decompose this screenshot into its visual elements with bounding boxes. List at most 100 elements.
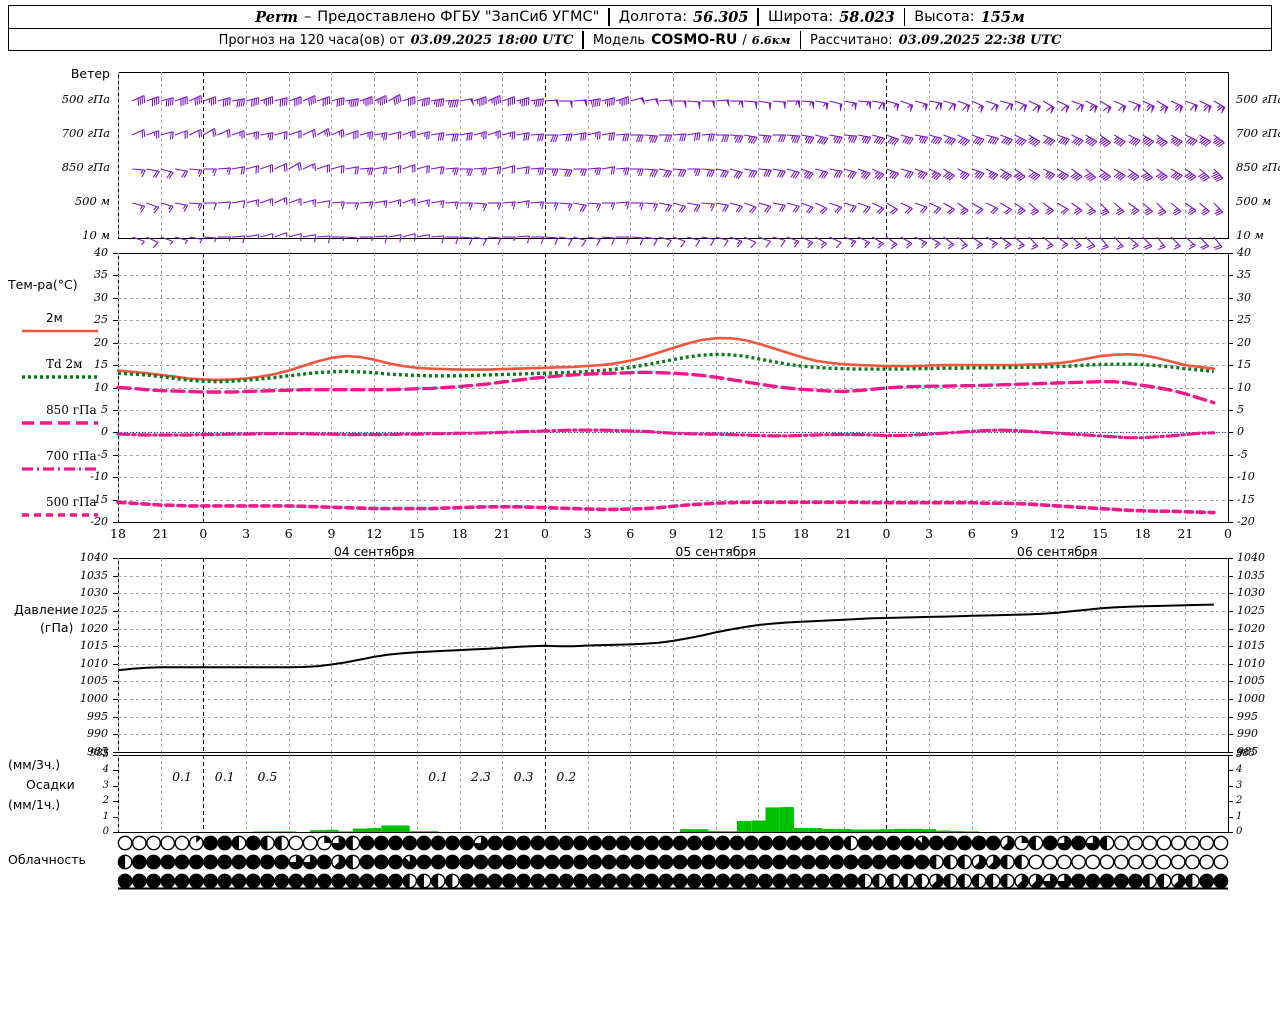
precip-bar bbox=[310, 830, 325, 832]
precip-bar bbox=[409, 831, 424, 832]
time-tick-17: 21 bbox=[835, 526, 852, 541]
pres-ytick-left-1005: 1005 bbox=[80, 673, 108, 687]
temp-ytick-left-5: 5 bbox=[101, 402, 108, 416]
time-tick-13: 9 bbox=[669, 526, 677, 541]
time-tick-16: 18 bbox=[793, 526, 810, 541]
pressure-panel-title: Давление bbox=[14, 601, 79, 617]
wind-level-label-left-4: 10 м bbox=[82, 228, 110, 242]
precip-ytick-right-2: 2 bbox=[1236, 794, 1243, 806]
latitude-label: Широта: bbox=[767, 9, 834, 25]
pres-ytick-right-1005: 1005 bbox=[1237, 673, 1265, 687]
time-tick-4: 6 bbox=[284, 526, 293, 541]
precip-bar bbox=[822, 828, 837, 832]
header-divider-1 bbox=[608, 8, 610, 26]
temp-ytick-right--10: -10 bbox=[1237, 469, 1255, 483]
temp-legend-label-1: Td 2м bbox=[46, 357, 83, 371]
precip-bar bbox=[381, 825, 396, 832]
temp-ytick-right--5: -5 bbox=[1237, 447, 1248, 461]
temp-ytick-right-0: 0 bbox=[1237, 424, 1244, 438]
time-tick-18: 0 bbox=[882, 526, 891, 541]
precip-bar bbox=[865, 829, 880, 832]
precip-3h-label-5: 0.3 bbox=[513, 769, 534, 784]
header-line-station: Perm – Предоставлено ФГБУ "ЗапСиб УГМС" … bbox=[9, 6, 1271, 29]
precip-ytick-left-4: 4 bbox=[102, 763, 109, 775]
precip-3h-label-6: 0.2 bbox=[556, 769, 577, 784]
precip-bar bbox=[836, 828, 851, 832]
temp-ytick-left-40: 40 bbox=[94, 245, 108, 259]
temp-ytick-left-10: 10 bbox=[94, 380, 108, 394]
wind-level-label-left-0: 500 гПа bbox=[61, 92, 110, 106]
time-tick-23: 15 bbox=[1091, 526, 1108, 541]
wind-level-label-right-4: 10 м bbox=[1236, 228, 1264, 242]
precip-bar bbox=[779, 807, 794, 832]
temp-series-500---- bbox=[116, 500, 1216, 515]
precip-ytick-right-0: 0 bbox=[1236, 825, 1243, 837]
wind-barbs bbox=[131, 94, 1226, 251]
date-label-1: 05 сентября bbox=[675, 544, 756, 559]
precip-bar bbox=[765, 807, 780, 832]
temp-ytick-right-20: 20 bbox=[1237, 335, 1251, 349]
date-label-2: 06 сентября bbox=[1016, 544, 1098, 559]
model-slash: / bbox=[742, 32, 747, 48]
temp-ytick-left--15: -15 bbox=[90, 492, 108, 506]
time-tick-5: 9 bbox=[327, 526, 336, 541]
precip-unit-3h: (мм/3ч.) bbox=[8, 757, 61, 772]
precip-ytick-left-2: 2 bbox=[102, 794, 109, 806]
latitude-value: 58.023 bbox=[839, 8, 895, 26]
time-tick-25: 21 bbox=[1177, 526, 1194, 541]
pres-ytick-right-1025: 1025 bbox=[1237, 603, 1265, 617]
model-name: COSMO-RU bbox=[651, 32, 738, 48]
header-divider-2 bbox=[757, 8, 759, 26]
wind-level-label-left-1: 700 гПа bbox=[61, 126, 110, 140]
time-tick-21: 9 bbox=[1010, 526, 1019, 541]
date-label-0: 04 сентября bbox=[333, 544, 415, 559]
temp-ytick-left-20: 20 bbox=[94, 335, 108, 349]
precip-ytick-right-5: 5 bbox=[1236, 748, 1243, 760]
pressure-panel-unit: (гПа) bbox=[40, 619, 74, 635]
pres-ytick-right-1030: 1030 bbox=[1237, 585, 1265, 599]
forecast-time: 03.09.2025 18:00 UTC bbox=[410, 32, 574, 48]
precip-ytick-right-4: 4 bbox=[1236, 763, 1243, 775]
precip-bar bbox=[751, 820, 766, 832]
precip-bar bbox=[694, 829, 709, 832]
precip-bar bbox=[395, 825, 410, 832]
temp-ytick-right--15: -15 bbox=[1237, 492, 1255, 506]
altitude-value: 155м bbox=[980, 8, 1025, 26]
precip-ytick-left-3: 3 bbox=[102, 779, 109, 791]
temp-series-850---- bbox=[116, 370, 1216, 405]
time-tick-26: 0 bbox=[1224, 526, 1232, 541]
precip-3h-label-1: 0.1 bbox=[214, 769, 235, 784]
temp-ytick-left-35: 35 bbox=[94, 267, 108, 281]
temp-series-Td-2- bbox=[117, 352, 1214, 384]
precip-bar bbox=[907, 828, 922, 832]
pres-ytick-right-985: 985 bbox=[1237, 744, 1258, 758]
pres-ytick-right-995: 995 bbox=[1237, 709, 1258, 723]
pres-ytick-left-990: 990 bbox=[87, 726, 108, 740]
precip-ytick-right-1: 1 bbox=[1236, 810, 1243, 822]
time-tick-24: 18 bbox=[1134, 526, 1151, 541]
time-tick-3: 3 bbox=[242, 526, 251, 541]
pres-ytick-right-1000: 1000 bbox=[1237, 691, 1265, 705]
forecast-label: Прогноз на 120 часа(ов) от bbox=[218, 32, 405, 48]
wind-level-label-right-0: 500 гПа bbox=[1236, 92, 1280, 106]
pressure-line bbox=[117, 603, 1214, 672]
wind-level-label-right-1: 700 гПа bbox=[1236, 126, 1280, 140]
pres-ytick-left-1030: 1030 bbox=[80, 585, 108, 599]
time-tick-1: 21 bbox=[152, 526, 169, 541]
precip-bar bbox=[267, 831, 282, 832]
temp-ytick-right--20: -20 bbox=[1237, 514, 1255, 528]
time-tick-15: 15 bbox=[750, 526, 767, 541]
time-tick-7: 15 bbox=[408, 526, 425, 541]
precip-3h-label-0: 0.1 bbox=[172, 769, 192, 784]
pres-ytick-left-995: 995 bbox=[87, 709, 108, 723]
precip-bar bbox=[922, 829, 937, 832]
precip-bar bbox=[352, 828, 367, 832]
temp-ytick-right-25: 25 bbox=[1237, 312, 1251, 326]
pres-ytick-left-1025: 1025 bbox=[80, 603, 108, 617]
temp-legend-label-0: 2м bbox=[46, 311, 63, 325]
precip-bar bbox=[879, 829, 894, 832]
temp-legend-label-3: 700 гПа bbox=[46, 449, 97, 463]
time-tick-20: 6 bbox=[967, 526, 976, 541]
precip-bar bbox=[950, 831, 965, 832]
precip-ytick-left-0: 0 bbox=[102, 825, 109, 837]
